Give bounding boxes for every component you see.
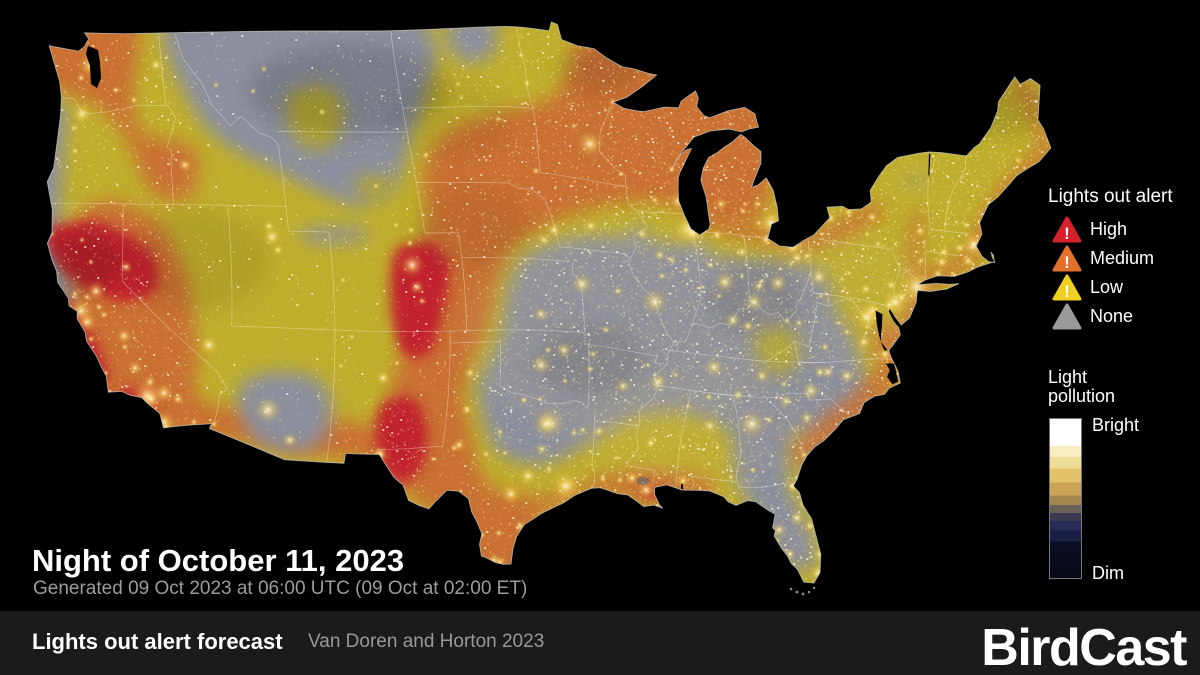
- svg-text:!: !: [1064, 282, 1070, 301]
- svg-text:!: !: [1064, 253, 1070, 272]
- svg-text:!: !: [1064, 224, 1070, 243]
